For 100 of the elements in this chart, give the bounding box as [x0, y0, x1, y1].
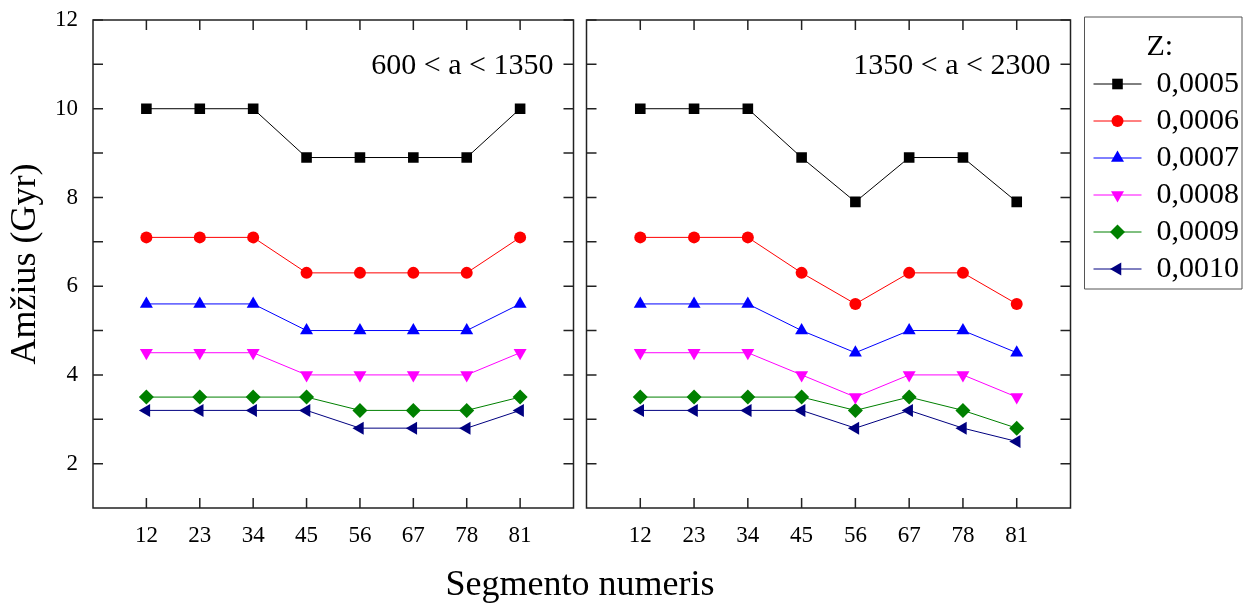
point: [634, 103, 646, 115]
point: [740, 389, 756, 405]
point: [139, 296, 153, 308]
point: [192, 389, 208, 405]
point: [955, 421, 967, 435]
point: [353, 323, 367, 335]
point: [1010, 297, 1023, 310]
point: [192, 403, 204, 417]
point: [353, 266, 366, 279]
point: [741, 296, 755, 308]
x-tick-label: 23: [188, 521, 212, 547]
point: [741, 231, 754, 244]
point: [352, 421, 364, 435]
point: [1009, 420, 1025, 436]
x-tick-label: 12: [628, 521, 652, 547]
point: [686, 389, 702, 405]
point: [796, 152, 807, 163]
point: [406, 323, 420, 335]
point: [686, 403, 698, 417]
x-tick-label: 78: [455, 521, 479, 547]
point: [193, 296, 207, 308]
y-tick-label: 8: [66, 183, 78, 209]
point: [794, 389, 810, 405]
point: [245, 403, 257, 417]
point: [514, 103, 526, 115]
y-tick-label: 10: [55, 94, 78, 120]
point: [354, 152, 366, 163]
point: [688, 103, 700, 115]
legend-label: 0,0006: [1156, 101, 1239, 135]
point: [794, 403, 806, 417]
point: [405, 402, 421, 418]
point: [903, 266, 916, 279]
y-tick-label: 12: [55, 6, 78, 32]
point: [141, 103, 152, 115]
point: [687, 296, 701, 308]
point: [634, 231, 647, 244]
point: [632, 403, 645, 417]
point: [850, 196, 861, 208]
legend-label: 0,0009: [1156, 212, 1239, 246]
x-tick-label: 56: [843, 521, 867, 547]
x-tick-label: 78: [951, 521, 975, 547]
x-tick-label: 67: [897, 521, 921, 547]
point: [138, 389, 154, 405]
point: [246, 296, 260, 308]
y-tick-label: 6: [66, 272, 78, 298]
y-tick-label: 2: [66, 449, 78, 475]
point: [460, 266, 473, 279]
point: [903, 152, 915, 163]
point: [955, 402, 971, 418]
point: [300, 266, 313, 279]
x-tick-label: 45: [790, 521, 814, 547]
x-tick-label: 81: [508, 521, 532, 547]
legend-label: 0,0008: [1156, 175, 1239, 209]
y-tick-label: 4: [66, 360, 79, 386]
point: [847, 421, 860, 435]
x-tick-label: 67: [401, 521, 425, 547]
x-tick-label: 34: [241, 521, 266, 547]
x-tick-label: 56: [348, 521, 372, 547]
x-axis-title: Segmento numeris: [444, 563, 716, 603]
point: [512, 403, 524, 417]
point: [795, 323, 809, 335]
point: [688, 231, 701, 244]
point: [632, 389, 648, 405]
point: [902, 323, 916, 335]
point: [742, 103, 754, 115]
point: [299, 403, 311, 417]
y-axis-title: Amžius (Gyr): [3, 163, 44, 365]
annotation: 600 < a < 1350: [371, 46, 554, 80]
point: [901, 403, 913, 417]
point: [795, 266, 808, 279]
point: [193, 231, 206, 244]
point: [407, 266, 420, 279]
point: [1010, 345, 1024, 357]
point: [408, 152, 419, 163]
point: [247, 231, 260, 244]
point: [460, 323, 474, 335]
point: [405, 421, 418, 435]
point: [245, 389, 261, 405]
x-tick-label: 34: [736, 521, 760, 547]
point: [459, 402, 475, 418]
point: [138, 403, 151, 417]
point: [459, 421, 471, 435]
point: [514, 231, 527, 244]
legend-label: 0,0007: [1156, 138, 1239, 172]
x-tick-label: 45: [295, 521, 319, 547]
point: [247, 103, 259, 115]
point: [957, 152, 969, 163]
point: [847, 402, 863, 418]
point: [849, 297, 862, 310]
legend-label: 0,0010: [1156, 249, 1239, 283]
point: [740, 403, 752, 417]
x-tick-label: 81: [1005, 521, 1029, 547]
legend-title: Z:: [1146, 27, 1174, 61]
point: [512, 389, 528, 405]
point: [299, 389, 315, 405]
point: [300, 323, 314, 335]
point: [956, 323, 970, 335]
point: [301, 152, 312, 163]
point: [1011, 196, 1023, 208]
point: [956, 266, 969, 279]
